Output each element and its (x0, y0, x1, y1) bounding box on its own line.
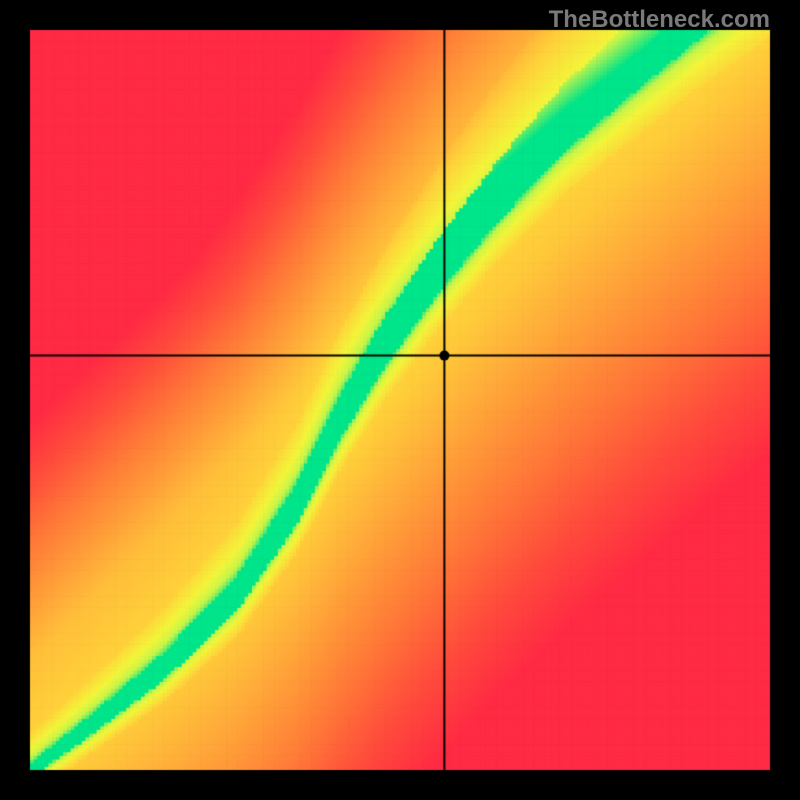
watermark-text: TheBottleneck.com (549, 6, 770, 34)
chart-container: TheBottleneck.com (0, 0, 800, 800)
bottleneck-heatmap-canvas (0, 0, 800, 800)
